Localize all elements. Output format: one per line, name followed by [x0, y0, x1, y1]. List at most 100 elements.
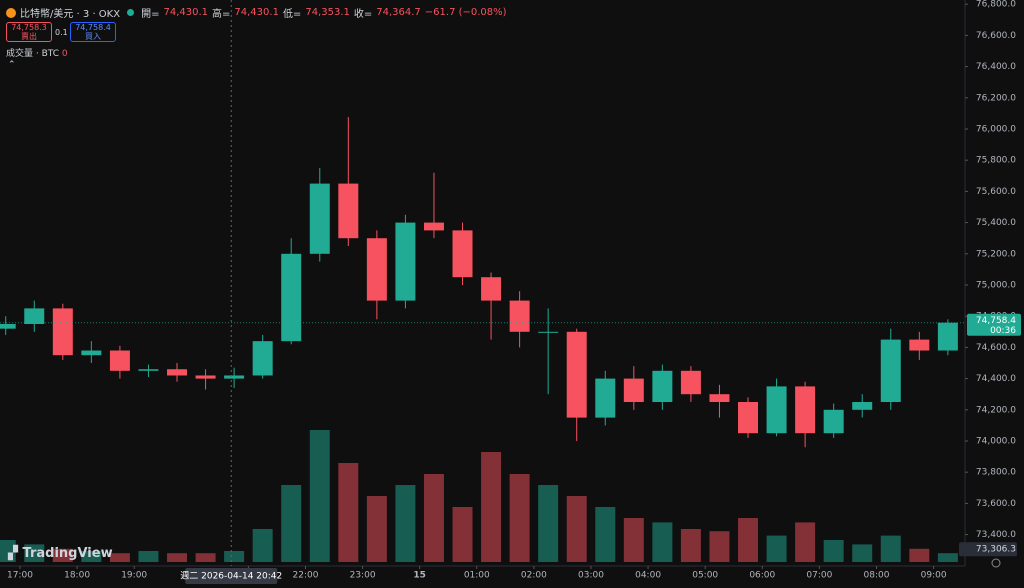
x-tick-label: 17:00 [7, 571, 33, 581]
logo-text: TradingView [22, 546, 113, 561]
buy-price: 74,758.4 [75, 23, 111, 32]
x-tick-label: 18:00 [64, 571, 90, 581]
ohlc-value: 74,430.1 [234, 7, 279, 18]
volume-bar [795, 522, 816, 562]
legend-header: 比特幣/美元 · 3 · OKX 開= 74,430.1 高= 74,430.1 低… [6, 5, 507, 20]
x-tick-label: 02:00 [521, 571, 547, 581]
volume-bar [195, 553, 216, 562]
y-tick-label: 74,400.0 [976, 374, 1016, 384]
ohlc-label: 低= [282, 9, 302, 20]
collapse-button[interactable]: ⌃ [8, 60, 16, 70]
candle-body [709, 394, 730, 403]
y-tick-label: 76,000.0 [976, 124, 1016, 134]
x-tick-label: 04:00 [635, 571, 661, 581]
candle-body [680, 370, 701, 395]
candle-body [0, 324, 16, 329]
x-tick-label: 15 [413, 571, 426, 581]
y-tick-label: 73,800.0 [976, 468, 1016, 478]
volume-bar [281, 485, 302, 562]
ohlc-label: 收= [353, 9, 373, 20]
volume-bar [366, 496, 387, 562]
candle-body [338, 183, 359, 239]
y-tick-label: 75,600.0 [976, 187, 1016, 197]
candle-body [880, 339, 901, 403]
candle-body [566, 331, 587, 418]
candle-body [281, 253, 302, 342]
candle-body [24, 308, 45, 325]
y-tick-label: 76,200.0 [976, 93, 1016, 103]
ohlc-value: 74,430.1 [163, 7, 209, 18]
y-tick-label: 74,000.0 [976, 437, 1016, 447]
candle-body [423, 222, 444, 231]
volume-bar [652, 522, 673, 562]
candle-body [909, 339, 930, 351]
low-marker-label: 73,306.3 [976, 545, 1016, 555]
y-tick-label: 75,400.0 [976, 218, 1016, 228]
candle-body [309, 183, 330, 254]
candle-body [481, 277, 502, 301]
volume-bar [937, 553, 958, 562]
candle-body [652, 370, 673, 403]
x-tick-label: 08:00 [864, 571, 890, 581]
candle-body [224, 375, 245, 379]
logo-icon: ▞ [8, 546, 23, 561]
volume-bar [909, 548, 930, 562]
volume-bar [766, 535, 787, 562]
x-tick-label: 07:00 [806, 571, 832, 581]
volume-bar [566, 496, 587, 562]
ohlc-label: 開= [141, 9, 160, 20]
volume-bar [167, 553, 188, 562]
candle-body [852, 402, 873, 410]
x-tick-label: 03:00 [578, 571, 604, 581]
volume-bar [481, 452, 502, 562]
volume-bar [138, 551, 159, 562]
volume-bar [252, 529, 273, 562]
volume-bar [852, 544, 873, 562]
volume-bar [709, 531, 730, 562]
x-tick-label: 22:00 [293, 571, 319, 581]
y-tick-label: 75,000.0 [976, 281, 1016, 291]
volume-bar [224, 551, 245, 562]
quantity[interactable]: 0.1 [55, 28, 68, 37]
sell-label: 賣出 [21, 32, 37, 41]
candle-body [138, 369, 159, 371]
volume-bar [509, 474, 530, 562]
volume-bar [595, 507, 616, 562]
volume-bar [538, 485, 559, 562]
symbol[interactable]: 比特幣/美元 · 3 · OKX [20, 9, 121, 20]
y-tick-label: 75,200.0 [976, 249, 1016, 259]
status-dot [127, 9, 135, 16]
candle-body [167, 369, 188, 376]
x-tick-label: 09:00 [921, 571, 947, 581]
candle-body [252, 341, 273, 376]
x-tick-label: 05:00 [692, 571, 718, 581]
buy-button[interactable]: 74,758.4 買入 [70, 22, 116, 42]
candle-body [623, 378, 644, 403]
volume-bar [338, 463, 359, 562]
y-tick-label: 76,400.0 [976, 62, 1016, 72]
x-tick-label: 01:00 [464, 571, 490, 581]
volume-bar [24, 544, 45, 562]
sell-button[interactable]: 74,758.3 賣出 [6, 22, 52, 42]
volume-bar [309, 430, 330, 562]
volume-bar [52, 548, 73, 562]
buy-label: 買入 [85, 32, 101, 41]
candle-body [395, 222, 416, 301]
volume-bar [680, 529, 701, 562]
y-tick-label: 75,800.0 [976, 156, 1016, 166]
price-axis [965, 0, 1024, 588]
candle-body [366, 238, 387, 301]
y-tick-label: 76,600.0 [976, 31, 1016, 41]
candle-body [509, 300, 530, 332]
logo: ▞ TradingView [8, 546, 113, 561]
settings-icon [991, 558, 1001, 568]
candle-body [452, 230, 473, 278]
coin-icon [6, 7, 16, 18]
y-tick-label: 73,400.0 [976, 530, 1016, 540]
volume-bar [738, 518, 759, 562]
volume-bar [423, 474, 444, 562]
candle-body [595, 378, 616, 418]
volume-bar [823, 540, 844, 562]
volume-bar [109, 553, 130, 562]
x-tick-label: 23:00 [350, 571, 376, 581]
